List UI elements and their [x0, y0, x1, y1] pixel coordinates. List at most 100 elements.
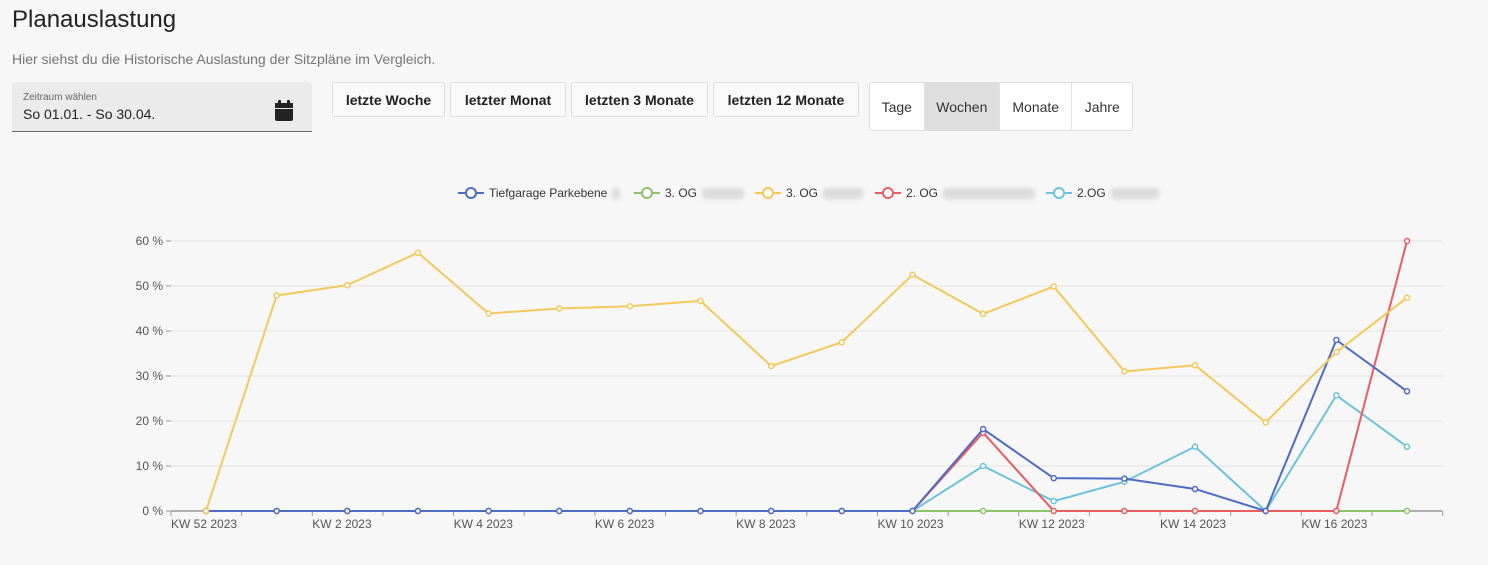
- toggle-years[interactable]: Jahre: [1084, 98, 1120, 115]
- legend-marker-blue-icon: [458, 187, 484, 199]
- legend-label: 2. OG: [906, 186, 939, 200]
- legend-label: 3. OG: [665, 186, 698, 200]
- legend-label: 3. OG: [786, 186, 819, 200]
- page-subtitle: Hier siehst du die Historische Auslastun…: [12, 51, 436, 67]
- data-point: [979, 462, 987, 470]
- data-point: [767, 362, 775, 370]
- date-range-field[interactable]: Zeitraum wählen So 01.01. - So 30.04.: [12, 82, 312, 132]
- data-point: [697, 297, 704, 305]
- data-point: [1403, 388, 1411, 395]
- data-point: [626, 303, 634, 310]
- redacted-text: [1110, 187, 1159, 199]
- data-point: [485, 310, 492, 317]
- data-point: [555, 507, 563, 515]
- data-point: [202, 507, 210, 515]
- data-point: [1050, 283, 1058, 290]
- date-range-value[interactable]: So 01.01. - So 30.04.: [23, 106, 156, 122]
- data-point: [909, 507, 916, 515]
- data-point: [909, 271, 916, 278]
- y-tick-label: 10 %: [136, 459, 164, 473]
- x-tick-label: KW 16 2023: [1301, 517, 1367, 531]
- legend-marker-yellow-icon: [755, 187, 781, 199]
- date-range-label: Zeitraum wählen: [23, 92, 97, 103]
- calendar-icon[interactable]: [274, 100, 294, 122]
- redacted-text: [612, 187, 621, 199]
- last-month-button[interactable]: letzter Monat: [450, 82, 566, 117]
- x-tick-label: KW 8 2023: [736, 517, 796, 531]
- x-tick-label: KW 2 2023: [312, 517, 372, 531]
- data-point: [344, 507, 351, 515]
- toggle-weeks[interactable]: Wochen: [924, 83, 1001, 130]
- y-tick-label: 30 %: [136, 369, 164, 383]
- data-point: [1403, 294, 1411, 301]
- data-point: [838, 507, 846, 515]
- data-point: [273, 507, 280, 515]
- data-point: [1191, 485, 1199, 493]
- last-12-months-button[interactable]: letzten 12 Monate: [713, 82, 859, 117]
- data-point: [979, 507, 987, 515]
- y-tick-label: 50 %: [136, 279, 164, 293]
- data-point: [1262, 419, 1269, 426]
- toggle-days[interactable]: Tage: [870, 83, 925, 130]
- legend-item-3og-yellow[interactable]: 3. OG: [755, 184, 864, 202]
- data-point: [1403, 443, 1411, 450]
- x-tick-label: KW 12 2023: [1019, 517, 1085, 531]
- data-point: [485, 507, 492, 515]
- data-point: [1050, 474, 1058, 482]
- data-point: [1262, 507, 1269, 515]
- data-point: [1050, 507, 1058, 515]
- redacted-text: [943, 187, 1036, 199]
- data-point: [344, 281, 351, 289]
- data-point: [1121, 475, 1128, 482]
- data-point: [979, 425, 987, 433]
- data-point: [1333, 336, 1340, 344]
- x-tick-label: KW 4 2023: [454, 517, 514, 531]
- page-title: Planauslastung: [12, 6, 177, 33]
- series-line: [206, 394, 1408, 512]
- legend-label: 2.OG: [1077, 186, 1106, 200]
- y-tick-label: 60 %: [136, 234, 164, 248]
- legend-item-2og-cyan[interactable]: 2.OG: [1046, 184, 1159, 202]
- x-tick-label: KW 10 2023: [877, 517, 943, 531]
- legend-label: Tiefgarage Parkebene: [489, 186, 608, 200]
- data-point: [414, 249, 422, 256]
- data-point: [1050, 497, 1058, 505]
- data-point: [697, 507, 704, 515]
- last-week-button[interactable]: letzte Woche: [332, 82, 445, 117]
- redacted-text: [823, 187, 864, 199]
- legend-marker-green-icon: [634, 187, 660, 199]
- y-tick-label: 40 %: [136, 324, 164, 338]
- y-tick-label: 0 %: [142, 504, 163, 518]
- data-point: [1191, 443, 1199, 450]
- legend-item-3og-green[interactable]: 3. OG: [634, 184, 745, 202]
- x-tick-label: KW 6 2023: [595, 517, 655, 531]
- x-tick-label: KW 52 2023: [171, 517, 237, 531]
- data-point: [273, 292, 280, 299]
- data-point: [1333, 348, 1340, 356]
- data-point: [1121, 368, 1128, 375]
- data-point: [1403, 237, 1411, 245]
- data-point: [1333, 392, 1340, 399]
- legend-item-2og-red[interactable]: 2. OG: [875, 184, 1036, 202]
- data-point: [1191, 361, 1199, 369]
- data-point: [838, 339, 846, 346]
- x-tick-label: KW 14 2023: [1160, 517, 1226, 531]
- series-line: [205, 251, 1408, 512]
- legend-marker-cyan-icon: [1046, 187, 1072, 199]
- granularity-toggle: Tage Wochen Monate Jahre: [869, 82, 1133, 131]
- toggle-months[interactable]: Monate: [1000, 83, 1073, 130]
- data-point: [1333, 507, 1340, 515]
- data-point: [555, 305, 563, 312]
- data-point: [767, 507, 775, 515]
- redacted-text: [702, 187, 745, 199]
- data-point: [414, 507, 422, 515]
- legend-item-tiefgarage[interactable]: Tiefgarage Parkebene: [458, 184, 621, 202]
- data-point: [626, 507, 634, 515]
- last-3-months-button[interactable]: letzten 3 Monate: [571, 82, 708, 117]
- series-line: [206, 339, 1408, 512]
- data-point: [1121, 507, 1128, 515]
- y-tick-label: 20 %: [136, 414, 164, 428]
- data-point: [1403, 507, 1411, 515]
- data-point: [1191, 507, 1199, 515]
